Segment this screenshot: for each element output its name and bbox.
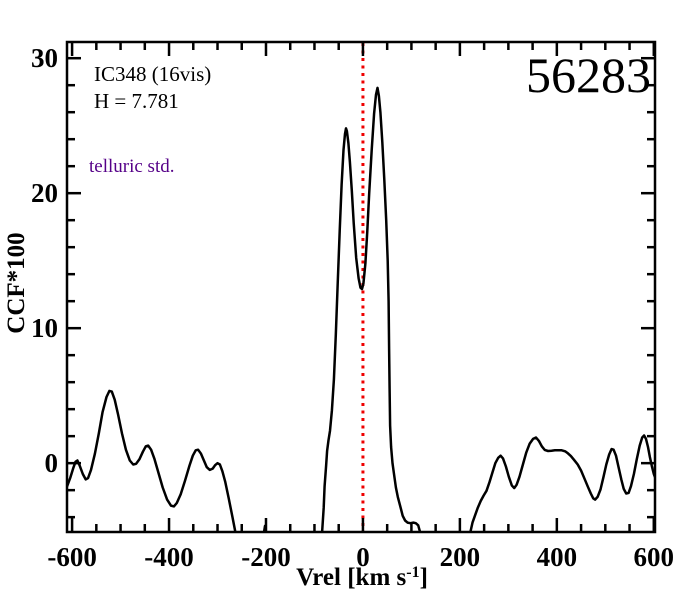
x-tick-label: 400 bbox=[537, 542, 578, 572]
telluric-note: telluric std. bbox=[89, 156, 175, 177]
x-axis-title: Vrel [km s-1] bbox=[212, 564, 512, 592]
y-tick-label: 0 bbox=[45, 448, 59, 478]
epoch-label: 56283 bbox=[526, 47, 651, 103]
x-tick-label: 200 bbox=[440, 542, 481, 572]
plot-frame bbox=[65, 40, 657, 534]
x-tick-label: -200 bbox=[241, 542, 291, 572]
hmag-label: H = 7.781 bbox=[94, 89, 179, 113]
x-tick-label: -400 bbox=[144, 542, 194, 572]
x-tick-label: -600 bbox=[47, 542, 97, 572]
ccf-curve bbox=[67, 86, 655, 532]
y-tick-label: 20 bbox=[31, 178, 58, 208]
x-tick-label: 600 bbox=[634, 542, 675, 572]
x-axis-title-sup: -1 bbox=[406, 564, 420, 581]
x-tick-label: 0 bbox=[356, 542, 370, 572]
x-axis-title-main: Vrel [km s bbox=[296, 564, 407, 591]
y-axis-title: CCF*100 bbox=[3, 232, 30, 334]
object-label: IC348 (16vis) bbox=[94, 62, 212, 86]
x-axis-title-close: ] bbox=[419, 564, 428, 591]
y-tick-label: 10 bbox=[31, 313, 58, 343]
y-tick-label: 30 bbox=[31, 43, 58, 73]
